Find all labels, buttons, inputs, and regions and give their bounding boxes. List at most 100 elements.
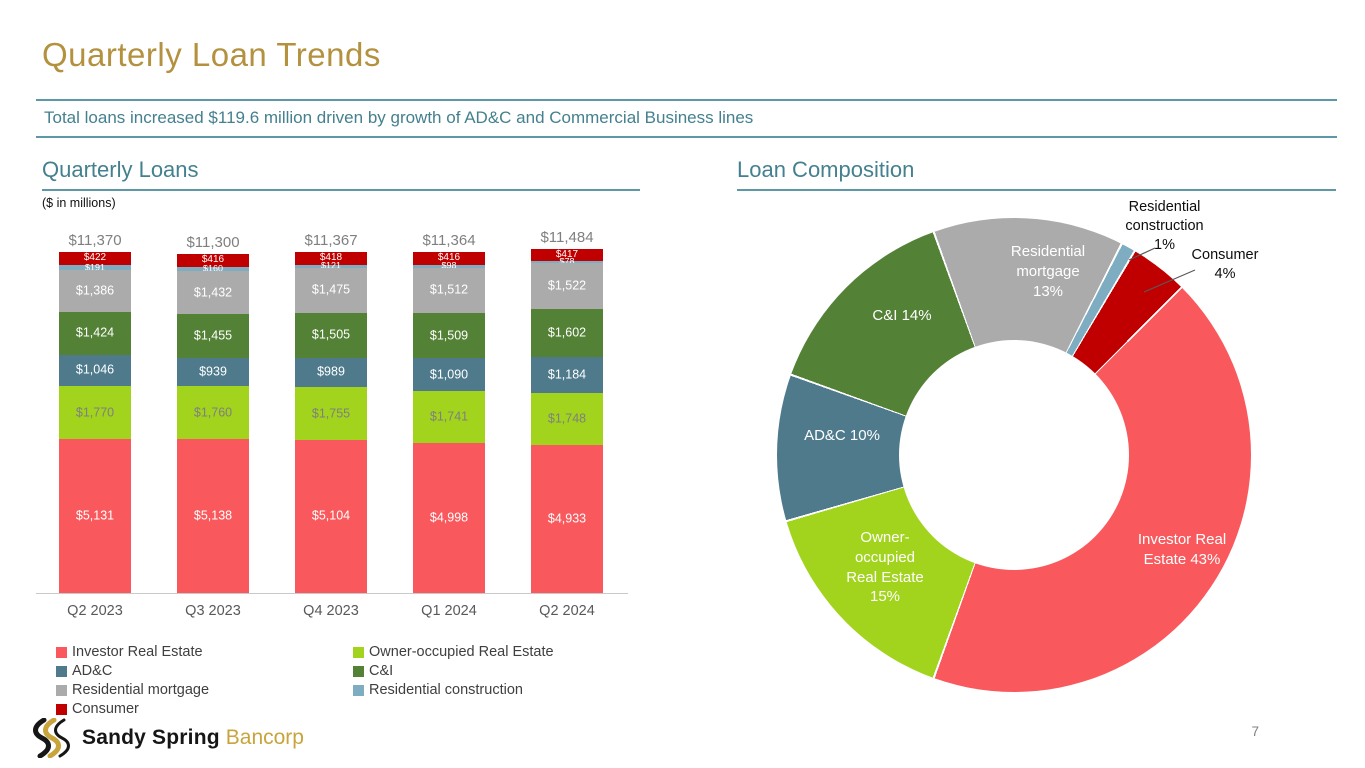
- bar-segment-owner-occupied-real-estate: $1,741: [413, 390, 485, 444]
- loan-composition-donut-chart: [777, 218, 1251, 692]
- bar-segment-value: $1,386: [75, 283, 115, 298]
- bar-segment-value: $5,131: [75, 508, 115, 523]
- bar-segment-investor-real-estate: $5,104: [295, 439, 367, 593]
- subtitle-text: Total loans increased $119.6 million dri…: [44, 108, 754, 127]
- legend-item: Owner-occupied Real Estate: [353, 644, 640, 660]
- bar-segment-value: $78: [559, 256, 575, 267]
- bar-segment-value: $1,741: [429, 409, 469, 424]
- legend-label: Residential mortgage: [72, 682, 210, 698]
- legend-item: Residential mortgage: [56, 682, 353, 698]
- bar-segment-value: $1,455: [193, 328, 233, 343]
- bar-segment-residential-mortgage: $1,522: [531, 263, 603, 310]
- bar-segment-value: $5,138: [193, 508, 233, 523]
- bar-segment-value: $1,602: [547, 325, 587, 340]
- bar-segment-value: $939: [199, 364, 227, 379]
- x-axis-label: Q4 2023: [303, 603, 359, 619]
- bar-segment-value: $4,933: [547, 511, 587, 526]
- page-number: 7: [1251, 724, 1259, 739]
- bar-segment-residential-construction: $121: [295, 261, 367, 270]
- donut-chart-area: Residential mortgage 13% C&I 14% AD&C 10…: [737, 190, 1337, 735]
- legend-item: Consumer: [56, 701, 353, 717]
- bar-segment-value: $1,522: [547, 278, 587, 293]
- legend-label: Residential construction: [369, 682, 523, 698]
- legend-swatch-icon: [56, 703, 67, 715]
- loan-composition-section: Loan Composition: [737, 157, 1336, 191]
- bar-segment-owner-occupied-real-estate: $1,770: [59, 386, 131, 440]
- bar-segment-residential-construction: $98: [413, 261, 485, 270]
- donut-label-adc: AD&C 10%: [804, 427, 880, 444]
- bar-segment-value: $418: [319, 252, 343, 264]
- bar-segment-value: $5,104: [311, 508, 351, 523]
- legend-swatch-icon: [353, 665, 364, 677]
- legend-item: Investor Real Estate: [56, 644, 353, 660]
- section-title-loan-composition: Loan Composition: [737, 157, 1336, 191]
- bar-segment-c-i: $1,505: [295, 312, 367, 358]
- legend-label: Consumer: [72, 701, 139, 717]
- bar-column: $11,367 $418 $121 $1,475 $1,505 $989 $1,755 $5,…: [272, 232, 390, 593]
- donut-label-investor-real-estate: Investor Real Estate 43%: [1137, 531, 1227, 568]
- donut-label-ci: C&I 14%: [872, 307, 932, 324]
- bar-segment-investor-real-estate: $4,998: [413, 443, 485, 593]
- bar-column: $11,484 $417 $78 $1,522 $1,602 $1,184 $1,748 $4…: [508, 229, 626, 593]
- bar-stack: $418 $121 $1,475 $1,505 $989 $1,755 $5,104: [295, 252, 367, 593]
- bar-segment-residential-mortgage: $1,475: [295, 268, 367, 313]
- donut-label-residential-mortgage: Residential mortgage 13%: [1010, 243, 1086, 300]
- legend-label: AD&C: [72, 663, 113, 679]
- bar-segment-value: $1,512: [429, 282, 469, 297]
- donut-label-residential-construction: Residential construction 1%: [1125, 199, 1204, 254]
- bar-segment-value: $1,475: [311, 282, 351, 297]
- legend-swatch-icon: [56, 665, 67, 677]
- bar-segment-residential-mortgage: $1,386: [59, 270, 131, 312]
- legend-swatch-icon: [56, 684, 67, 696]
- x-axis-label: Q2 2024: [539, 603, 595, 619]
- bar-segment-value: $1,046: [75, 362, 115, 377]
- bar-chart-xaxis: Q2 2023 Q3 2023 Q4 2023 Q1 2024 Q2 2024: [36, 594, 628, 619]
- units-note: ($ in millions): [42, 196, 116, 210]
- bar-total-label: $11,370: [68, 231, 122, 249]
- bar-segment-c-i: $1,455: [177, 314, 249, 358]
- bar-segment-value: $1,424: [75, 325, 115, 340]
- page-title: Quarterly Loan Trends: [42, 36, 381, 73]
- bar-segment-value: $416: [201, 254, 225, 266]
- bar-segment-ad-c: $989: [295, 357, 367, 388]
- bar-stack: $416 $160 $1,432 $1,455 $939 $1,760 $5,138: [177, 254, 249, 593]
- bar-column: $11,300 $416 $160 $1,432 $1,455 $939 $1,760 $5,…: [154, 234, 272, 593]
- x-axis-label: Q1 2024: [421, 603, 477, 619]
- bar-segment-value: $1,755: [311, 406, 351, 421]
- legend-swatch-icon: [353, 646, 364, 658]
- bar-segment-consumer: $417: [531, 248, 603, 262]
- bar-segment-c-i: $1,602: [531, 309, 603, 358]
- bar-segment-value: $422: [83, 252, 107, 264]
- bar-segment-owner-occupied-real-estate: $1,755: [295, 387, 367, 440]
- bar-segment-consumer: $422: [59, 251, 131, 265]
- bar-total-label: $11,364: [422, 232, 476, 250]
- bar-stack: $422 $191 $1,386 $1,424 $1,046 $1,770 $5,131: [59, 251, 131, 593]
- donut-hole: [899, 340, 1129, 570]
- bar-segment-residential-construction: $160: [177, 264, 249, 273]
- bar-total-label: $11,484: [540, 228, 594, 246]
- bar-segment-value: $1,184: [547, 367, 587, 382]
- bar-segment-residential-mortgage: $1,512: [413, 267, 485, 313]
- company-logo: Sandy Spring Bancorp: [30, 718, 304, 758]
- bar-segment-value: $1,090: [429, 367, 469, 382]
- bar-total-label: $11,367: [304, 232, 358, 250]
- bar-segment-residential-construction: $191: [59, 263, 131, 272]
- bar-segment-value: $1,509: [429, 328, 469, 343]
- bar-chart-legend: Investor Real Estate Owner-occupied Real …: [56, 644, 640, 717]
- bar-segment-value: $1,432: [193, 285, 233, 300]
- bar-segment-consumer: $416: [413, 252, 485, 265]
- quarterly-loans-section: Quarterly Loans ($ in millions) $11,370 $…: [36, 157, 640, 717]
- legend-label: Owner-occupied Real Estate: [369, 644, 554, 660]
- bar-segment-value: $989: [317, 364, 345, 379]
- bar-segment-investor-real-estate: $5,138: [177, 438, 249, 593]
- bar-segment-value: $1,760: [193, 405, 233, 419]
- donut-label-consumer: Consumer 4%: [1191, 247, 1259, 283]
- bar-segment-investor-real-estate: $4,933: [531, 445, 603, 593]
- bar-segment-c-i: $1,424: [59, 311, 131, 355]
- x-axis-label: Q3 2023: [185, 603, 241, 619]
- bar-segment-ad-c: $1,046: [59, 354, 131, 387]
- bar-segment-value: $1,748: [547, 411, 587, 426]
- legend-label: C&I: [369, 663, 394, 679]
- bar-stack: $417 $78 $1,522 $1,602 $1,184 $1,748 $4,933: [531, 248, 603, 593]
